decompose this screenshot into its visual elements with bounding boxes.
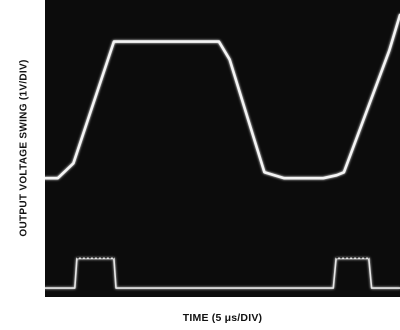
input-pulse-trace [45,257,400,289]
x-axis-label: TIME (5 μs/DIV) [182,312,263,324]
output-waveform-trace [45,13,400,180]
plot-area [45,13,400,289]
oscilloscope-screen [45,0,400,297]
y-axis-label: OUTPUT VOLTAGE SWING (1V/DIV) [18,59,30,237]
